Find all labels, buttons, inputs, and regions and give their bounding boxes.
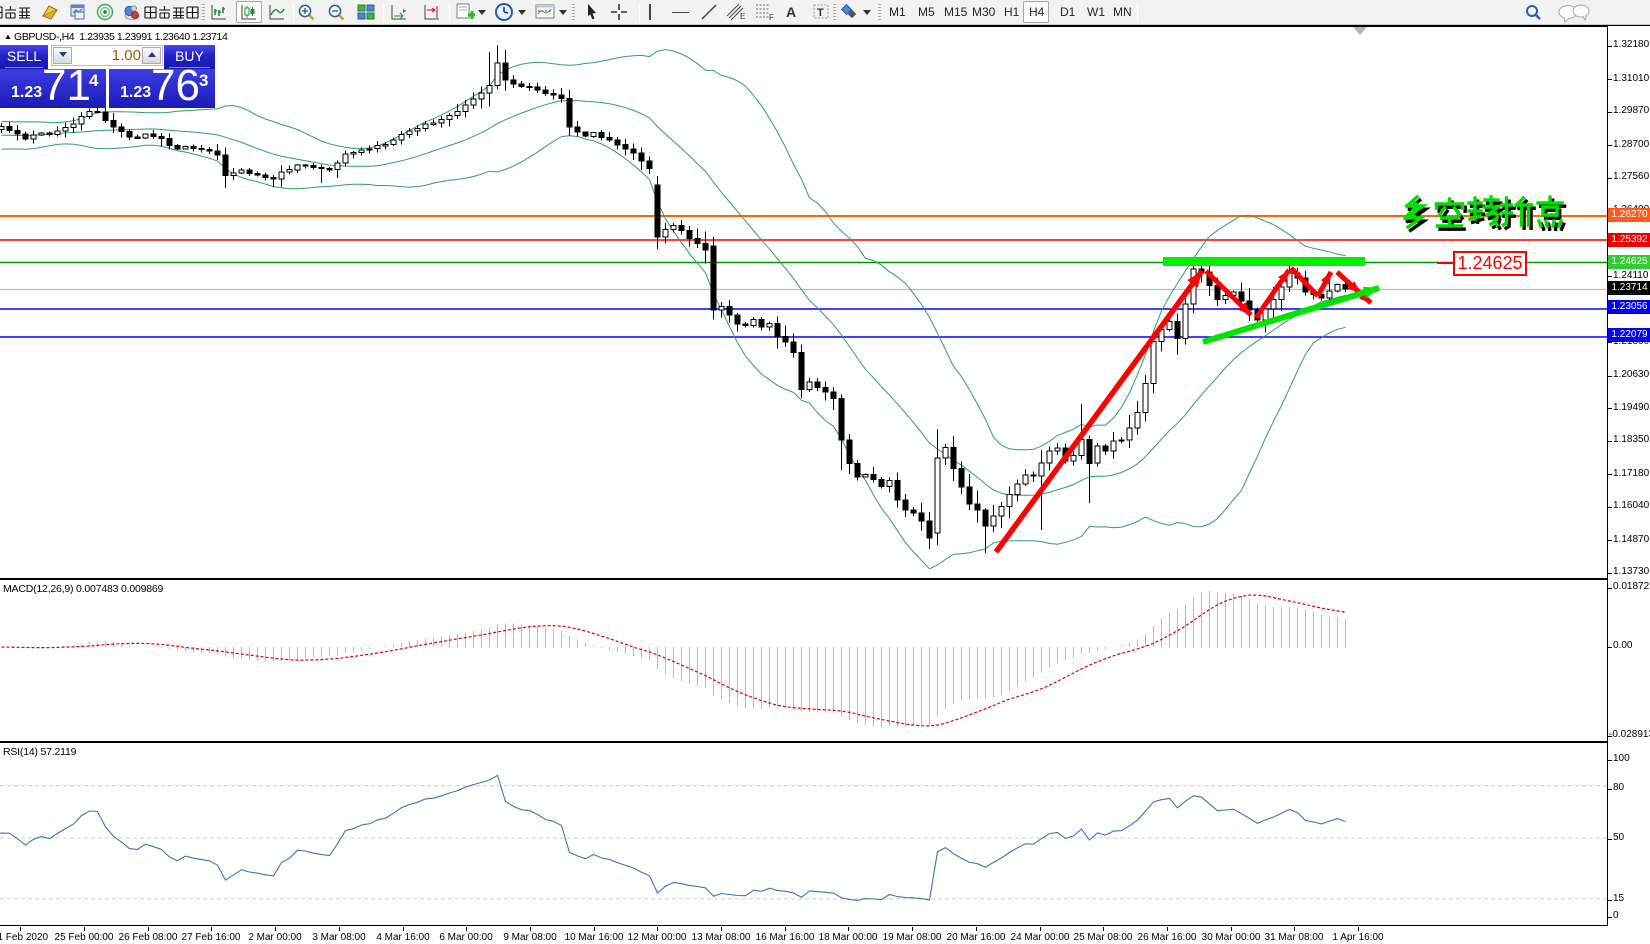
svg-text:E: E <box>740 12 745 21</box>
svg-text:F: F <box>769 13 774 22</box>
svg-text:T: T <box>817 7 824 19</box>
